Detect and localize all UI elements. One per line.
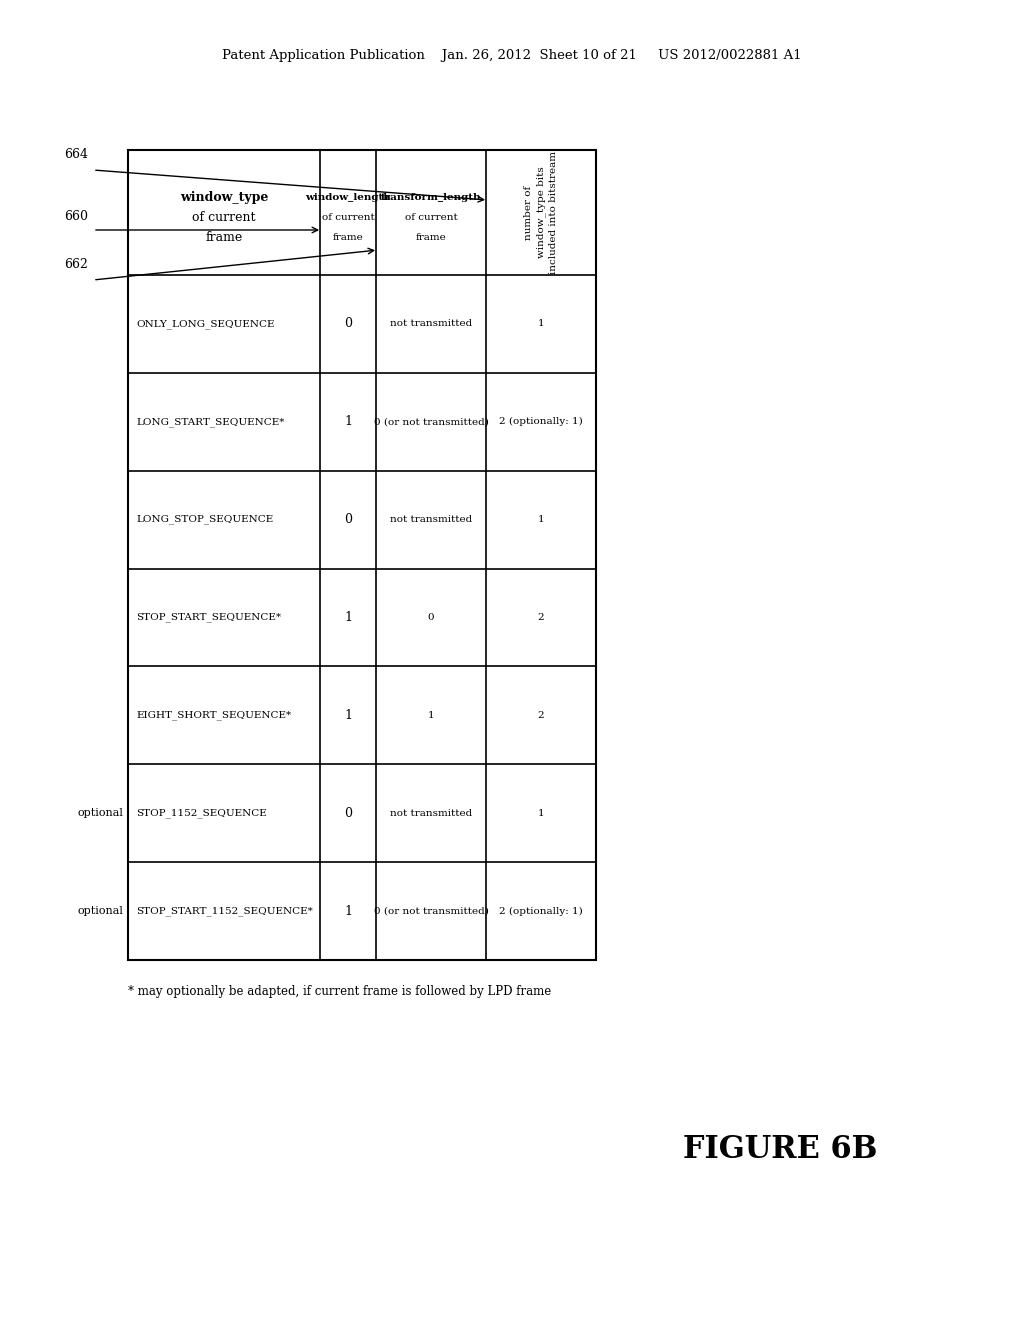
Text: STOP_1152_SEQUENCE: STOP_1152_SEQUENCE (136, 808, 266, 818)
Text: not transmitted: not transmitted (390, 809, 472, 817)
Text: 0: 0 (344, 513, 352, 527)
Text: * may optionally be adapted, if current frame is followed by LPD frame: * may optionally be adapted, if current … (128, 985, 551, 998)
Text: window_length: window_length (305, 193, 391, 202)
Text: 660: 660 (63, 210, 88, 223)
Text: STOP_START_SEQUENCE*: STOP_START_SEQUENCE* (136, 612, 281, 622)
Text: frame: frame (206, 231, 243, 244)
Text: Patent Application Publication    Jan. 26, 2012  Sheet 10 of 21     US 2012/0022: Patent Application Publication Jan. 26, … (222, 49, 802, 62)
Text: 1: 1 (344, 904, 352, 917)
Text: not transmitted: not transmitted (390, 515, 472, 524)
Text: 664: 664 (63, 149, 88, 161)
Text: 0 (or not transmitted): 0 (or not transmitted) (374, 907, 488, 916)
Text: 2 (optionally: 1): 2 (optionally: 1) (499, 907, 583, 916)
Text: 1: 1 (538, 515, 545, 524)
Text: of current: of current (404, 213, 458, 222)
Text: 0 (or not transmitted): 0 (or not transmitted) (374, 417, 488, 426)
Text: window_type: window_type (180, 191, 268, 205)
Text: 0: 0 (344, 807, 352, 820)
Text: 2 (optionally: 1): 2 (optionally: 1) (499, 417, 583, 426)
Text: 1: 1 (344, 611, 352, 624)
Text: 2: 2 (538, 612, 545, 622)
Text: LONG_STOP_SEQUENCE: LONG_STOP_SEQUENCE (136, 515, 273, 524)
Text: optional: optional (77, 906, 123, 916)
Text: 1: 1 (538, 809, 545, 817)
Text: 1: 1 (344, 416, 352, 428)
Text: ONLY_LONG_SEQUENCE: ONLY_LONG_SEQUENCE (136, 319, 274, 329)
Text: frame: frame (333, 234, 364, 242)
Text: optional: optional (77, 808, 123, 818)
Text: 1: 1 (428, 711, 434, 719)
Text: of current: of current (193, 211, 256, 224)
Bar (128, 150, 596, 960)
Text: 1: 1 (344, 709, 352, 722)
Text: transform_length: transform_length (381, 193, 481, 202)
Text: FIGURE 6B: FIGURE 6B (683, 1134, 878, 1166)
Text: 662: 662 (65, 259, 88, 272)
Text: not transmitted: not transmitted (390, 319, 472, 329)
Text: of current: of current (322, 213, 375, 222)
Text: LONG_START_SEQUENCE*: LONG_START_SEQUENCE* (136, 417, 285, 426)
Text: EIGHT_SHORT_SEQUENCE*: EIGHT_SHORT_SEQUENCE* (136, 710, 291, 721)
Text: 0: 0 (344, 317, 352, 330)
Text: number of
window_type bits
included into bitstream: number of window_type bits included into… (524, 150, 558, 275)
Text: 2: 2 (538, 711, 545, 719)
Text: 1: 1 (538, 319, 545, 329)
Text: frame: frame (416, 234, 446, 242)
Text: 0: 0 (428, 612, 434, 622)
Text: STOP_START_1152_SEQUENCE*: STOP_START_1152_SEQUENCE* (136, 907, 312, 916)
